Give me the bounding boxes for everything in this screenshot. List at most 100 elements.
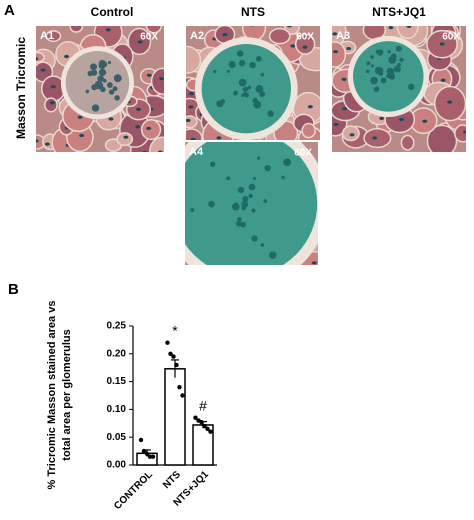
- nucleus: [50, 85, 56, 89]
- data-point: [150, 454, 156, 459]
- nucleus: [341, 77, 347, 81]
- glomerular-cell: [254, 101, 261, 108]
- glomerular-cell: [370, 64, 375, 68]
- glomerular-cell: [251, 235, 258, 242]
- tubule: [268, 27, 291, 45]
- tubule: [301, 122, 316, 139]
- glomerular-cell: [260, 243, 265, 247]
- tubule: [363, 128, 392, 149]
- nucleus: [302, 45, 308, 49]
- data-point: [202, 423, 207, 429]
- glomerular-cell: [226, 176, 231, 181]
- tubule: [454, 124, 466, 143]
- tubule: [150, 67, 164, 95]
- glomerular-cell: [247, 85, 252, 90]
- glomerular-cell: [395, 45, 402, 52]
- nucleus: [439, 42, 445, 46]
- glomerular-cell: [376, 49, 384, 56]
- y-tick-label: 0.10: [107, 404, 127, 415]
- data-point: [144, 451, 150, 457]
- glomerular-cell: [365, 69, 370, 74]
- glomerular-cell: [240, 221, 246, 228]
- tubule: [294, 33, 316, 55]
- tubule: [396, 26, 419, 40]
- tubule: [145, 26, 162, 34]
- glomerular-cell: [252, 97, 258, 104]
- nucleus: [40, 68, 46, 72]
- nucleus: [290, 44, 296, 48]
- glomerular-cell: [97, 75, 104, 83]
- nucleus: [157, 150, 163, 152]
- glomerular-cell: [114, 95, 120, 101]
- y-tick-label: 0.20: [107, 348, 127, 359]
- tubule: [332, 41, 347, 68]
- nucleus: [44, 142, 50, 146]
- glomerular-cell: [259, 91, 266, 98]
- glomerular-cell: [249, 61, 256, 69]
- glomerular-cell: [248, 193, 253, 199]
- data-point: [193, 415, 198, 420]
- nucleus: [422, 119, 428, 123]
- nucleus: [64, 54, 70, 59]
- y-tick-label: 0.05: [107, 432, 127, 443]
- glomerular-cell: [90, 63, 98, 71]
- glomerular-cell: [113, 74, 122, 83]
- tubule: [140, 119, 162, 141]
- column-header: NTS+JQ1: [372, 5, 426, 19]
- nucleus: [346, 46, 352, 51]
- glomerular-cell: [267, 110, 274, 117]
- glomerular-cell: [238, 78, 247, 87]
- glomerular-cell: [91, 104, 100, 112]
- tubule: [69, 26, 84, 33]
- glomerular-cell: [231, 203, 240, 211]
- glomerular-cell: [251, 208, 256, 213]
- data-point: [165, 340, 170, 345]
- data-point: [180, 393, 185, 398]
- glomerular-cell: [255, 85, 264, 93]
- glomerular-cell: [108, 89, 115, 95]
- nucleus: [77, 115, 83, 119]
- glomerular-cell: [237, 217, 242, 222]
- glomerular-cell: [107, 60, 112, 65]
- tubule: [44, 97, 58, 113]
- significance-mark: *: [172, 322, 178, 338]
- nucleus: [287, 26, 292, 28]
- tubule: [45, 30, 62, 43]
- nucleus: [123, 135, 129, 139]
- glomerular-cell: [220, 99, 226, 104]
- glomerular-cell: [101, 61, 108, 68]
- tubule: [341, 125, 360, 142]
- glomerular-cell: [241, 200, 249, 208]
- magnification: 60X: [140, 32, 158, 43]
- glomerular-cell: [366, 61, 371, 66]
- data-point: [171, 354, 176, 359]
- glomerular-cell: [269, 251, 277, 259]
- nucleus: [135, 125, 141, 129]
- nucleus: [159, 77, 164, 81]
- nucleus: [307, 105, 313, 109]
- glomerular-cell: [388, 70, 395, 77]
- glomerular-cell: [380, 77, 387, 84]
- nucleus: [379, 116, 385, 121]
- image-label: A4: [189, 146, 204, 158]
- magnification: 60X: [442, 32, 460, 43]
- row-label: Masson Tricromic: [14, 37, 28, 139]
- y-axis-label: total area per glomerulus: [61, 329, 73, 460]
- magnification: 60X: [294, 148, 312, 159]
- bar: [164, 368, 186, 466]
- nucleus: [349, 133, 355, 137]
- glomerular-cell: [373, 86, 380, 92]
- glomerular-cell: [112, 86, 118, 92]
- nucleus: [36, 139, 39, 143]
- glomerular-cell: [242, 195, 249, 202]
- nucleus: [311, 261, 317, 265]
- nucleus: [108, 117, 114, 121]
- nucleus: [146, 73, 152, 77]
- tubule: [186, 115, 198, 129]
- glomerular-cell: [85, 89, 90, 94]
- glomerular-cell: [209, 161, 216, 167]
- nucleus: [447, 100, 453, 104]
- data-point: [199, 419, 204, 425]
- nucleus: [188, 92, 194, 96]
- panel-label: A: [4, 2, 15, 19]
